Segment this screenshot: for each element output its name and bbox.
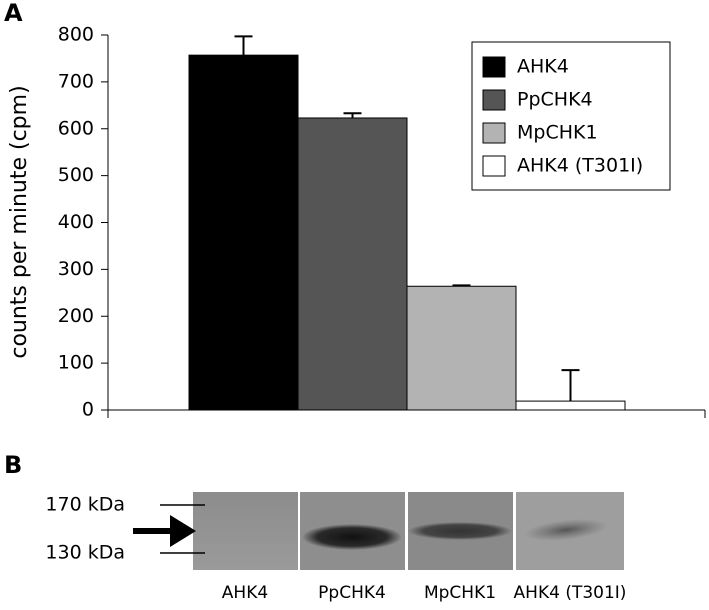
legend-swatch bbox=[482, 56, 506, 78]
marker-label: 130 kDa bbox=[45, 542, 125, 564]
error-bar bbox=[561, 369, 580, 402]
error-bar bbox=[343, 112, 362, 118]
western-blot: 170 kDa 130 kDa bbox=[45, 492, 624, 570]
marker-label: 170 kDa bbox=[45, 494, 125, 516]
lane-label: AHK4 (T301I) bbox=[514, 583, 627, 603]
bar bbox=[515, 400, 626, 411]
legend-swatch bbox=[482, 155, 506, 177]
y-tick-label: 300 bbox=[58, 258, 94, 280]
blot-band bbox=[524, 519, 608, 541]
lane-label: PpCHK4 bbox=[318, 583, 386, 603]
panel-label: B bbox=[4, 451, 22, 479]
legend-label: AHK4 bbox=[517, 56, 569, 78]
y-tick-label: 700 bbox=[58, 70, 94, 92]
error-bar bbox=[234, 35, 253, 56]
legend-swatch bbox=[482, 122, 506, 144]
panel-label: A bbox=[4, 0, 23, 27]
legend-label: PpCHK4 bbox=[517, 89, 593, 111]
y-tick-label: 600 bbox=[58, 117, 94, 139]
blot-band bbox=[302, 524, 402, 550]
bar bbox=[297, 117, 408, 411]
legend-label: AHK4 (T301I) bbox=[517, 155, 643, 177]
error-bar bbox=[452, 284, 471, 287]
lane-label: MpCHK1 bbox=[424, 583, 496, 603]
y-tick-label: 100 bbox=[58, 352, 94, 374]
blot-lane bbox=[193, 492, 298, 570]
bar bbox=[406, 285, 517, 411]
y-axis-label: counts per minute (cpm) bbox=[7, 85, 32, 358]
legend-label: MpCHK1 bbox=[517, 122, 598, 144]
blot-band bbox=[408, 522, 512, 540]
y-tick-label: 800 bbox=[58, 24, 94, 46]
y-tick-label: 200 bbox=[58, 305, 94, 327]
arrow-head bbox=[170, 515, 196, 547]
bar bbox=[188, 54, 299, 411]
y-tick-label: 0 bbox=[82, 399, 94, 421]
legend-swatch bbox=[482, 89, 506, 111]
y-tick-label: 400 bbox=[58, 211, 94, 233]
lane-label: AHK4 bbox=[222, 583, 268, 603]
y-tick-label: 500 bbox=[58, 164, 94, 186]
